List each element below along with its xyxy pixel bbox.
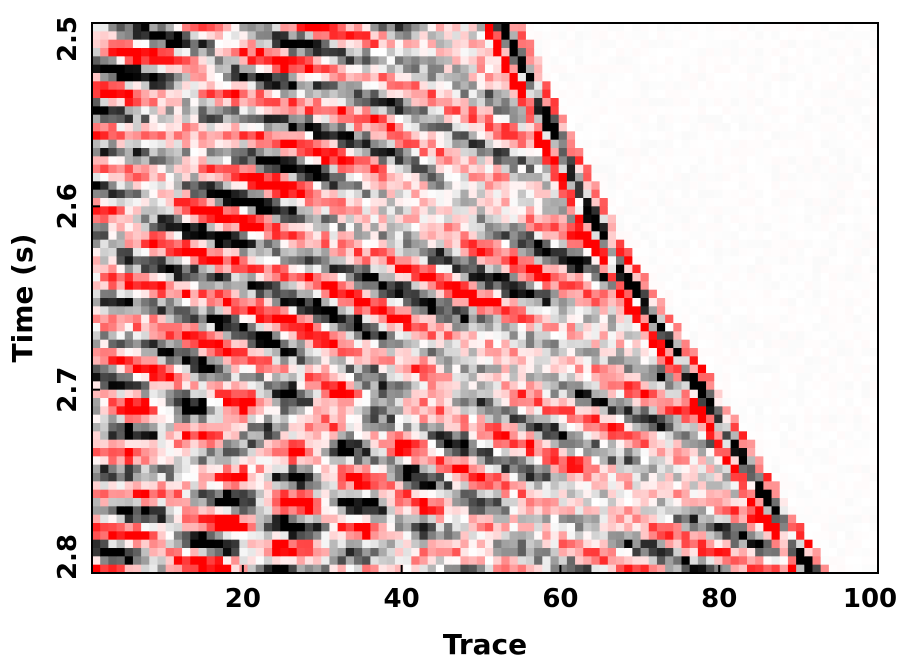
y-axis-label: Time (s) [6, 234, 39, 363]
y-tick-label: 2.6 [53, 183, 83, 229]
y-tick-label: 2.8 [53, 534, 83, 580]
x-tick-label: 40 [384, 584, 420, 614]
x-axis-label: Trace [443, 628, 527, 659]
heatmap-cells [92, 23, 879, 574]
x-axis: 20 40 60 80 100 [225, 565, 897, 614]
x-tick-label: 80 [701, 584, 737, 614]
y-tick-label: 2.5 [53, 16, 83, 62]
x-tick-label: 20 [225, 584, 261, 614]
x-tick-label: 100 [843, 584, 897, 614]
y-axis: 2.5 2.6 2.7 2.8 [53, 16, 100, 580]
plot-frame [91, 22, 879, 574]
y-tick-label: 2.7 [53, 367, 83, 413]
x-tick-label: 60 [542, 584, 578, 614]
